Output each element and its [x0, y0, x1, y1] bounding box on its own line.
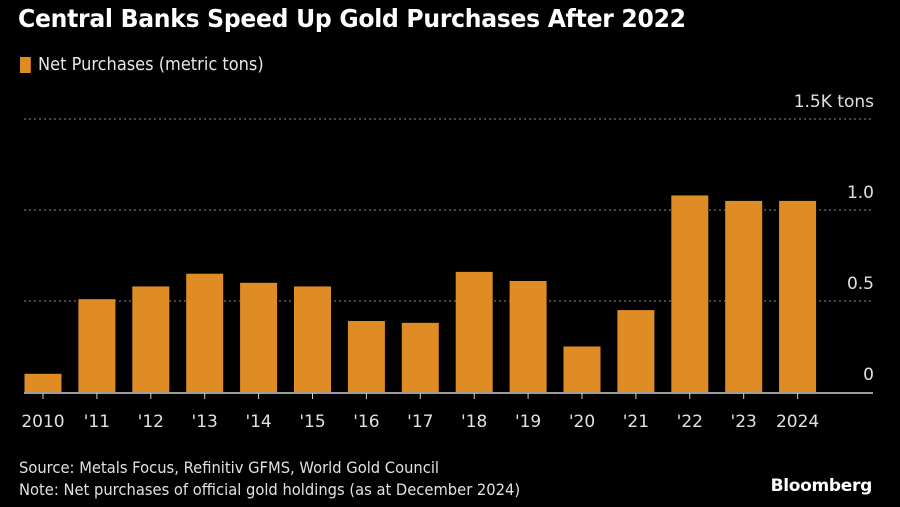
- x-tick-label: 2010: [21, 412, 64, 432]
- bar: [779, 200, 817, 392]
- chart-title: Central Banks Speed Up Gold Purchases Af…: [18, 4, 686, 33]
- x-tick-label: '19: [515, 412, 541, 432]
- y-tick-label: 1.0: [847, 183, 874, 203]
- bar: [725, 200, 763, 392]
- x-tick-label: '14: [245, 412, 271, 432]
- x-tick-label: '15: [299, 412, 325, 432]
- x-tick-label: '20: [569, 412, 595, 432]
- bar: [294, 286, 331, 392]
- bar: [563, 346, 601, 392]
- x-tick-label: 2024: [776, 412, 819, 432]
- bar: [186, 273, 224, 392]
- legend-label: Net Purchases (metric tons): [38, 54, 264, 75]
- x-tick-label: '12: [138, 412, 164, 432]
- bar: [671, 195, 709, 392]
- bar: [24, 373, 62, 392]
- bar: [132, 286, 170, 392]
- bar: [509, 280, 547, 392]
- x-tick-label: '16: [353, 412, 379, 432]
- bar: [455, 271, 493, 392]
- note: Note: Net purchases of official gold hol…: [19, 480, 521, 499]
- bloomberg-logo: Bloomberg: [770, 476, 873, 496]
- bar: [240, 282, 278, 392]
- y-tick-label: 0: [863, 365, 874, 385]
- bar: [347, 321, 385, 392]
- legend-swatch: [20, 56, 31, 73]
- x-tick-label: '17: [407, 412, 433, 432]
- bar: [617, 310, 655, 392]
- y-tick-label: 1.5K tons: [794, 92, 874, 112]
- footer: Source: Metals Focus, Refinitiv GFMS, Wo…: [19, 457, 520, 501]
- bar: [401, 322, 439, 392]
- bar: [78, 299, 116, 392]
- legend: Net Purchases (metric tons): [20, 54, 264, 75]
- x-tick-label: '23: [731, 412, 757, 432]
- y-tick-label: 0.5: [847, 274, 874, 294]
- bar-chart: 0 0.5 1.0 1.5K tons 2010 '11 '12 '13 '14 '15 '16 '…: [21, 92, 874, 432]
- x-tick-label: '18: [461, 412, 487, 432]
- source-note: Source: Metals Focus, Refinitiv GFMS, Wo…: [19, 458, 440, 477]
- x-tick-label: '13: [192, 412, 218, 432]
- x-tick-label: '22: [677, 412, 703, 432]
- x-tick-label: '21: [623, 412, 649, 432]
- x-tick-label: '11: [84, 412, 110, 432]
